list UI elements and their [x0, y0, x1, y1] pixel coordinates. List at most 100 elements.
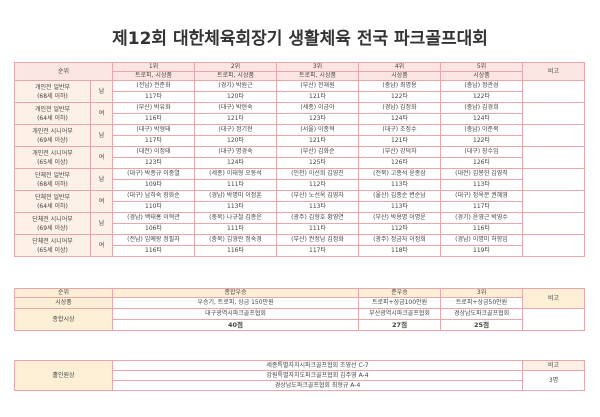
winner-score: 118타 — [358, 245, 442, 257]
hole-in-one-line-1: 세종특별자치시파크골프협회 조영선 C-7 — [112, 360, 523, 371]
group-label: 단체전 일반부 (64세 이하) — [14, 190, 91, 213]
group-label: 개인전 시니어부 (69세 이상) — [14, 124, 91, 147]
overall-third-label: 3위 — [440, 288, 524, 298]
winner-entry: (대구) 박종규 이종열 — [112, 168, 196, 180]
winner-entry: (대구) 정기현 — [194, 124, 278, 136]
hole-in-one-table: 홀인원상 세종특별자치시파크골프협회 조영선 C-7 비고 강원특별자치도파크골… — [14, 360, 585, 391]
results-table: 순위 1위 2위 3위 4위 5위 비고 트로피, 시상품 트로피, 시상품 트… — [13, 62, 586, 257]
winner-entry: (경남) 이명미 허향임 — [440, 234, 524, 246]
winner-score: 112타 — [358, 223, 442, 235]
winner-score: 106타 — [112, 223, 196, 235]
winner-entry: (대구) 남하숙 장화순 — [112, 190, 196, 202]
overall-second-points: 27점 — [358, 319, 442, 331]
group-label-text: 개인전 시니어부 (65세 이상) — [32, 149, 73, 166]
group-label: 개인전 일반부 (64세 이하) — [14, 102, 91, 125]
group-label: 단체전 일반부 (68세 이하) — [14, 168, 91, 191]
winner-score: 117타 — [440, 201, 524, 213]
winner-entry: (대전) 김봉헌 김영직 — [440, 168, 524, 180]
winner-entry: (부산) 노선옥 김영자 — [276, 190, 360, 202]
winner-entry: (대구) 정옥분 권혜영 — [440, 190, 524, 202]
winner-score: 113타 — [194, 201, 278, 213]
winner-entry: (전남) 전준화 — [112, 80, 196, 92]
group-note — [522, 190, 586, 213]
group-label-text: 단체전 시니어부 (65세 이상) — [32, 237, 73, 254]
winner-score: 121타 — [358, 135, 442, 147]
winner-entry: (울산) 김종순 변순남 — [358, 190, 442, 202]
winner-score: 125타 — [276, 157, 360, 169]
overall-second-label: 준우승 — [358, 288, 442, 298]
winner-score: 122타 — [440, 135, 524, 147]
winner-entry: (경남) 백태홍 이혁관 — [112, 212, 196, 224]
winner-score: 109타 — [112, 179, 196, 191]
winner-entry: (인천) 이선희 김영진 — [276, 168, 360, 180]
winner-entry: (광주) 김형호 황영연 — [276, 212, 360, 224]
winner-entry: (대구) 박현숙 — [194, 102, 278, 114]
winner-score: 117타 — [112, 91, 196, 103]
prize-sub-4: 시상품 — [358, 71, 442, 81]
winner-entry: (전북) 고종석 윤종삼 — [358, 168, 442, 180]
winner-entry: (부산) 김화순 — [276, 146, 360, 158]
winner-score: 113타 — [440, 179, 524, 191]
winner-score: 116타 — [194, 245, 278, 257]
overall-rank-label: 순위 — [13, 288, 114, 298]
overall-team-label: 종합시상 — [13, 308, 114, 331]
winner-entry: (부산) 전재원 — [276, 80, 360, 92]
hole-in-one-note: 비고 — [522, 360, 585, 371]
place-5-header: 5위 — [440, 62, 524, 72]
winner-score: 113타 — [358, 179, 442, 191]
winner-entry: (충남) 최명용 — [358, 80, 442, 92]
group-gender: 여 — [89, 146, 114, 169]
winner-entry: (부산) 박유화 — [112, 102, 196, 114]
winner-entry: (광주) 정금자 이정희 — [358, 234, 442, 246]
winner-score: 116타 — [112, 245, 196, 257]
overall-note: 비고 — [522, 288, 586, 309]
overall-note-blank — [522, 308, 586, 331]
winner-score: 124타 — [358, 113, 442, 125]
group-note — [522, 80, 586, 103]
winner-score: 116타 — [440, 223, 524, 235]
group-label: 개인전 시니어부 (65세 이상) — [14, 146, 91, 169]
group-label-text: 개인전 일반부 (64세 이하) — [34, 105, 71, 122]
winner-entry: (전남) 임예왕 정필자 — [112, 234, 196, 246]
group-label-text: 단체전 시니어부 (69세 이상) — [32, 215, 73, 232]
winner-score: 119타 — [440, 245, 524, 257]
winner-entry: (경기) 박원근 — [194, 80, 278, 92]
winner-score: 124타 — [194, 157, 278, 169]
group-note — [522, 212, 586, 235]
overall-table: 순위 종합우승 준우승 3위 비고 시상품 우승기, 트로피, 상금 150만원… — [13, 288, 586, 331]
place-2-header: 2위 — [194, 62, 278, 72]
winner-score: 126타 — [440, 157, 524, 169]
winner-score: 110타 — [112, 201, 196, 213]
group-gender: 여 — [89, 190, 114, 213]
group-label: 단체전 시니어부 (65세 이상) — [14, 234, 91, 257]
winner-score: 121타 — [194, 113, 278, 125]
group-label: 개인전 일반부 (68세 이하) — [14, 80, 91, 103]
winner-entry: (경기) 윤영근 박영수 — [440, 212, 524, 224]
place-3-header: 3위 — [276, 62, 360, 72]
winner-entry: (대구) 조정수 — [358, 124, 442, 136]
group-label-text: 개인전 일반부 (68세 이하) — [34, 83, 71, 100]
winner-entry: (경남) 김정화 — [358, 102, 442, 114]
winner-entry: (대구) 명경숙 — [194, 146, 278, 158]
group-gender: 여 — [89, 234, 114, 257]
winner-entry: (충북) 김영란 정숙경 — [194, 234, 278, 246]
note-header: 비고 — [522, 62, 586, 81]
winner-score: 120타 — [194, 135, 278, 147]
winner-score: 112타 — [276, 179, 360, 191]
overall-second-team: 부산광역시파크골프협회 — [358, 308, 442, 320]
group-label-text: 단체전 일반부 (68세 이하) — [34, 171, 71, 188]
winner-score: 117타 — [276, 245, 360, 257]
group-note — [522, 124, 586, 147]
winner-entry: (충북) 나규철 김종운 — [194, 212, 278, 224]
winner-entry: (세종) 이금아 — [276, 102, 360, 114]
group-note — [522, 146, 586, 169]
winner-score: 123타 — [276, 113, 360, 125]
winner-entry: (충남) 김경희 — [440, 102, 524, 114]
hole-in-one-line-2: 강원특별자치도파크골프협회 김주영 A-4 — [112, 370, 523, 381]
winner-score: 117타 — [112, 135, 196, 147]
overall-third-points: 25점 — [440, 319, 524, 331]
hole-in-one-label: 홀인원상 — [14, 360, 113, 391]
rank-header: 순위 — [13, 62, 114, 81]
overall-first-label: 종합우승 — [112, 288, 360, 298]
overall-second-prize: 트로피+상금100만원 — [358, 297, 442, 309]
